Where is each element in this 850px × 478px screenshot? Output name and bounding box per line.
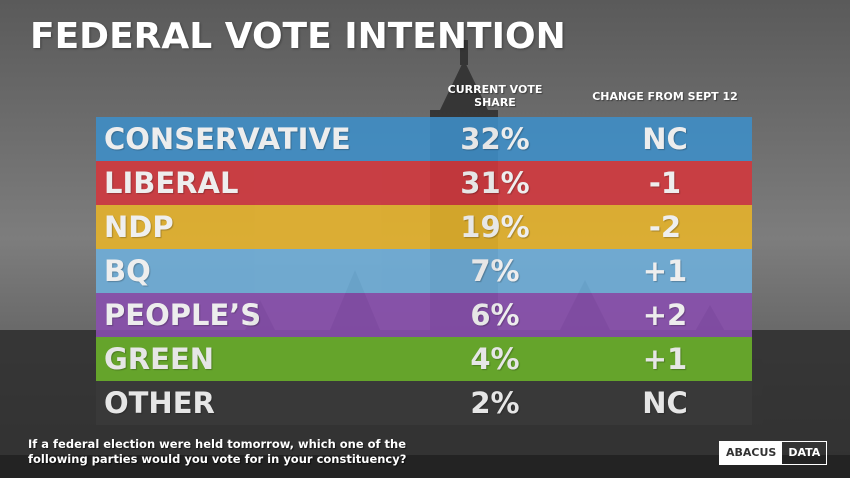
party-name: LIBERAL [104,166,239,200]
survey-question: If a federal election were held tomorrow… [28,437,407,466]
party-row: PEOPLE’S 6% +2 [96,293,752,337]
change-value: -2 [648,210,682,244]
vote-share-value: 31% [460,166,530,200]
vote-share-value: 2% [470,386,520,420]
logo-text-abacus: ABACUS [720,442,783,464]
party-row: LIBERAL 31% -1 [96,161,752,205]
party-name: CONSERVATIVE [104,122,351,156]
party-row: CONSERVATIVE 32% NC [96,117,752,161]
vote-table: CONSERVATIVE 32% NC LIBERAL 31% -1 NDP 19% -2 BQ 7… [96,117,752,425]
change-value: +1 [642,342,688,376]
chart-title: FEDERAL VOTE INTENTION [30,16,566,57]
change-value: NC [642,386,688,420]
column-header-change: CHANGE FROM SEPT 12 [592,90,738,103]
vote-share-value: 4% [470,342,520,376]
party-name: BQ [104,254,151,288]
party-row: NDP 19% -2 [96,205,752,249]
vote-share-value: 32% [460,122,530,156]
change-value: -1 [648,166,682,200]
column-header-vote-share: CURRENT VOTE SHARE [447,83,543,109]
party-name: OTHER [104,386,215,420]
change-value: NC [642,122,688,156]
logo-text-data: DATA [788,446,821,459]
party-row: BQ 7% +1 [96,249,752,293]
vote-share-value: 19% [460,210,530,244]
party-name: NDP [104,210,174,244]
abacus-data-logo: ABACUS DATA [719,441,828,465]
change-value: +2 [642,298,688,332]
change-value: +1 [642,254,688,288]
vote-share-value: 6% [470,298,520,332]
party-name: GREEN [104,342,215,376]
party-name: PEOPLE’S [104,298,262,332]
party-row: OTHER 2% NC [96,381,752,425]
vote-share-value: 7% [470,254,520,288]
party-row: GREEN 4% +1 [96,337,752,381]
